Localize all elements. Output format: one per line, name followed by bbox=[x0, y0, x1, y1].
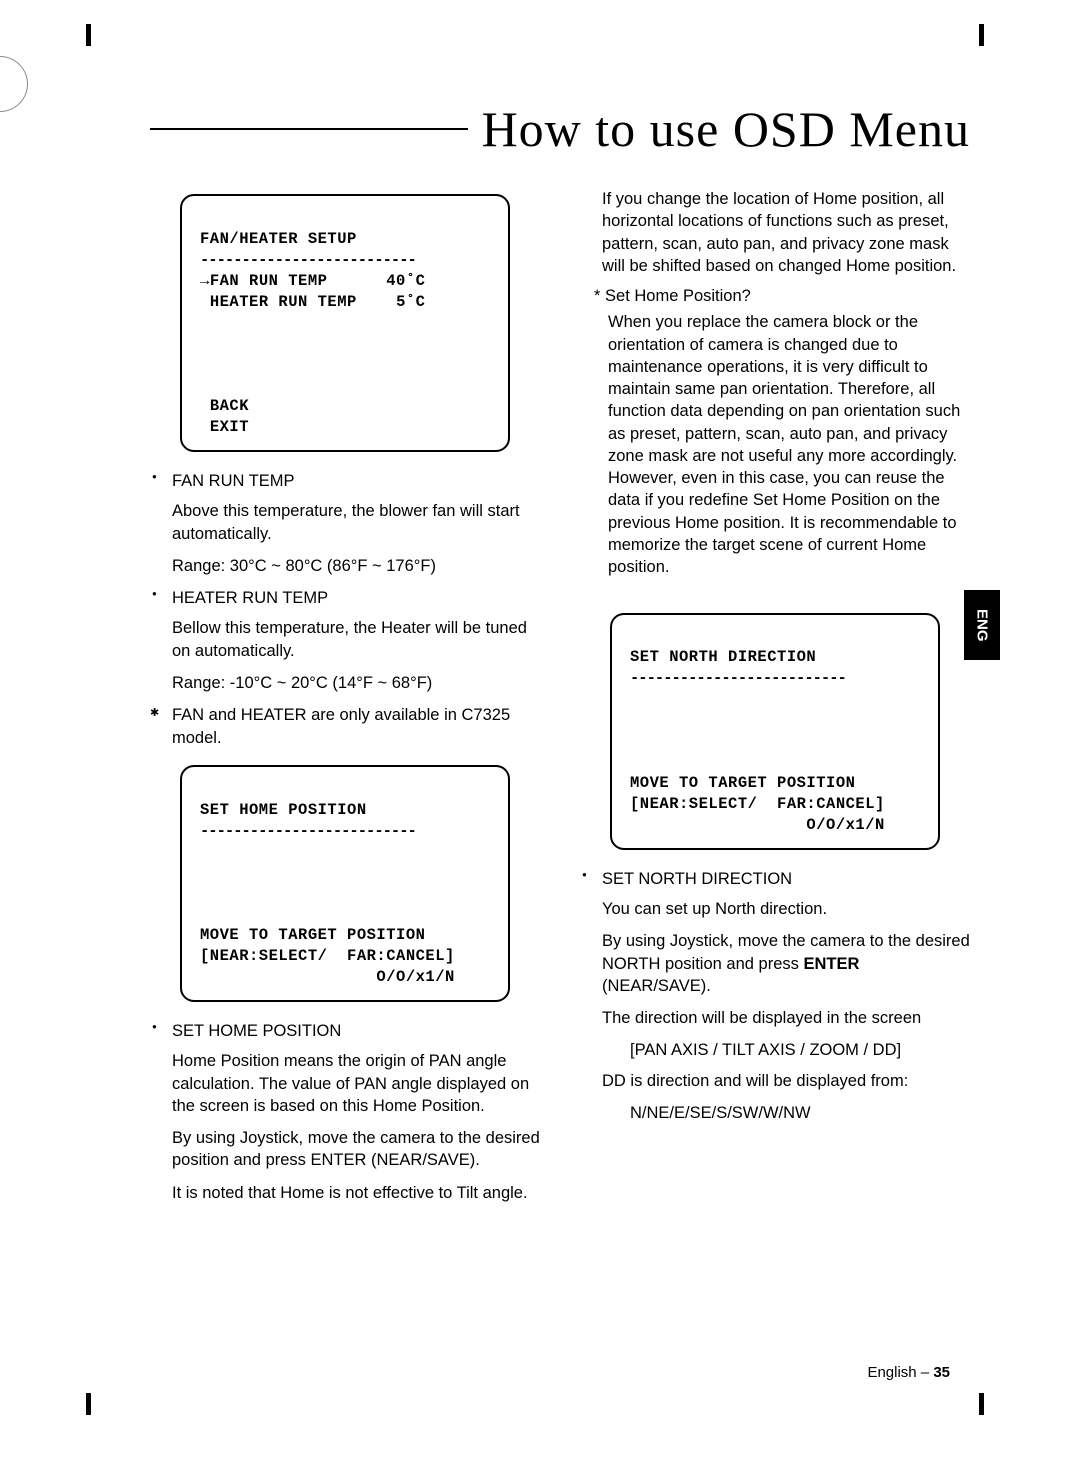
code-line: N/NE/E/SE/S/SW/W/NW bbox=[580, 1102, 970, 1124]
osd-divider: -------------------------- bbox=[200, 822, 416, 840]
paragraph: The direction will be displayed in the s… bbox=[602, 1007, 970, 1029]
paragraph: By using Joystick, move the camera to th… bbox=[602, 930, 970, 997]
paragraph: By using Joystick, move the camera to th… bbox=[172, 1127, 540, 1172]
item-heading: HEATER RUN TEMP bbox=[172, 589, 328, 607]
osd-line: [NEAR:SELECT/ FAR:CANCEL] bbox=[630, 795, 885, 813]
osd-title: FAN/HEATER SETUP bbox=[200, 230, 357, 248]
star-body: When you replace the camera block or the… bbox=[608, 311, 970, 578]
paragraph: It is noted that Home is not effective t… bbox=[172, 1182, 540, 1204]
arrow-icon: → bbox=[200, 272, 210, 290]
bullet-list: FAN RUN TEMP bbox=[150, 470, 540, 492]
bullet-list: SET NORTH DIRECTION bbox=[580, 868, 970, 890]
page-number: 35 bbox=[933, 1364, 950, 1381]
list-item: FAN RUN TEMP bbox=[150, 470, 540, 492]
text-bold: ENTER bbox=[803, 955, 859, 973]
text: (NEAR/SAVE). bbox=[602, 977, 711, 995]
bullet-list: SET HOME POSITION bbox=[150, 1020, 540, 1042]
osd-item-value: 40˚C bbox=[386, 272, 425, 290]
paragraph: Bellow this temperature, the Heater will… bbox=[172, 617, 540, 662]
code-line: [PAN AXIS / TILT AXIS / ZOOM / DD] bbox=[580, 1039, 970, 1061]
paragraph: DD is direction and will be displayed fr… bbox=[602, 1070, 970, 1092]
paragraph: You can set up North direction. bbox=[602, 898, 970, 920]
osd-line: O/O/x1/N bbox=[630, 816, 885, 834]
osd-divider: -------------------------- bbox=[200, 251, 416, 269]
paragraph: Home Position means the origin of PAN an… bbox=[172, 1050, 540, 1117]
item-heading: SET NORTH DIRECTION bbox=[602, 870, 792, 888]
bullet-list: HEATER RUN TEMP bbox=[150, 587, 540, 609]
osd-set-home-box: SET HOME POSITION ----------------------… bbox=[180, 765, 510, 1002]
osd-divider: -------------------------- bbox=[630, 669, 846, 687]
osd-title: SET HOME POSITION bbox=[200, 801, 367, 819]
osd-line: O/O/x1/N bbox=[200, 968, 455, 986]
osd-item-label: FAN RUN TEMP bbox=[210, 272, 328, 290]
osd-item-label: HEATER RUN TEMP bbox=[210, 293, 357, 311]
osd-set-north-box: SET NORTH DIRECTION --------------------… bbox=[610, 613, 940, 850]
paragraph: Range: -10°C ~ 20°C (14°F ~ 68°F) bbox=[172, 672, 540, 694]
paragraph: Range: 30°C ~ 80°C (86°F ~ 176°F) bbox=[172, 555, 540, 577]
footnote: FAN and HEATER are only available in C73… bbox=[150, 704, 540, 749]
osd-back: BACK bbox=[210, 397, 249, 415]
page-title-row: How to use OSD Menu bbox=[150, 100, 970, 158]
osd-fan-heater-box: FAN/HEATER SETUP -----------------------… bbox=[180, 194, 510, 452]
paragraph: Above this temperature, the blower fan w… bbox=[172, 500, 540, 545]
osd-line: MOVE TO TARGET POSITION bbox=[630, 774, 855, 792]
osd-line: [NEAR:SELECT/ FAR:CANCEL] bbox=[200, 947, 455, 965]
two-column-layout: FAN/HEATER SETUP -----------------------… bbox=[150, 188, 970, 1214]
osd-title: SET NORTH DIRECTION bbox=[630, 648, 816, 666]
osd-line: MOVE TO TARGET POSITION bbox=[200, 926, 425, 944]
star-title-text: Set Home Position? bbox=[605, 287, 751, 305]
page-content: How to use OSD Menu FAN/HEATER SETUP ---… bbox=[0, 0, 1080, 1471]
paragraph: If you change the location of Home posit… bbox=[580, 188, 970, 277]
left-column: FAN/HEATER SETUP -----------------------… bbox=[150, 188, 540, 1214]
item-heading: FAN RUN TEMP bbox=[172, 472, 295, 490]
text: By using Joystick, move the camera to th… bbox=[602, 932, 970, 972]
right-column: If you change the location of Home posit… bbox=[580, 188, 970, 1214]
title-rule bbox=[150, 128, 468, 130]
osd-exit: EXIT bbox=[210, 418, 249, 436]
page-footer: English – 35 bbox=[867, 1364, 950, 1381]
note-text: FAN and HEATER are only available in C73… bbox=[172, 706, 510, 746]
list-item: SET NORTH DIRECTION bbox=[580, 868, 970, 890]
item-heading: SET HOME POSITION bbox=[172, 1022, 341, 1040]
list-item: SET HOME POSITION bbox=[150, 1020, 540, 1042]
list-item: HEATER RUN TEMP bbox=[150, 587, 540, 609]
footer-label: English – bbox=[867, 1364, 933, 1381]
star-title: Set Home Position? bbox=[594, 285, 970, 307]
page-title: How to use OSD Menu bbox=[482, 100, 970, 158]
osd-item-value: 5˚C bbox=[396, 293, 425, 311]
star-note: Set Home Position? When you replace the … bbox=[594, 285, 970, 578]
